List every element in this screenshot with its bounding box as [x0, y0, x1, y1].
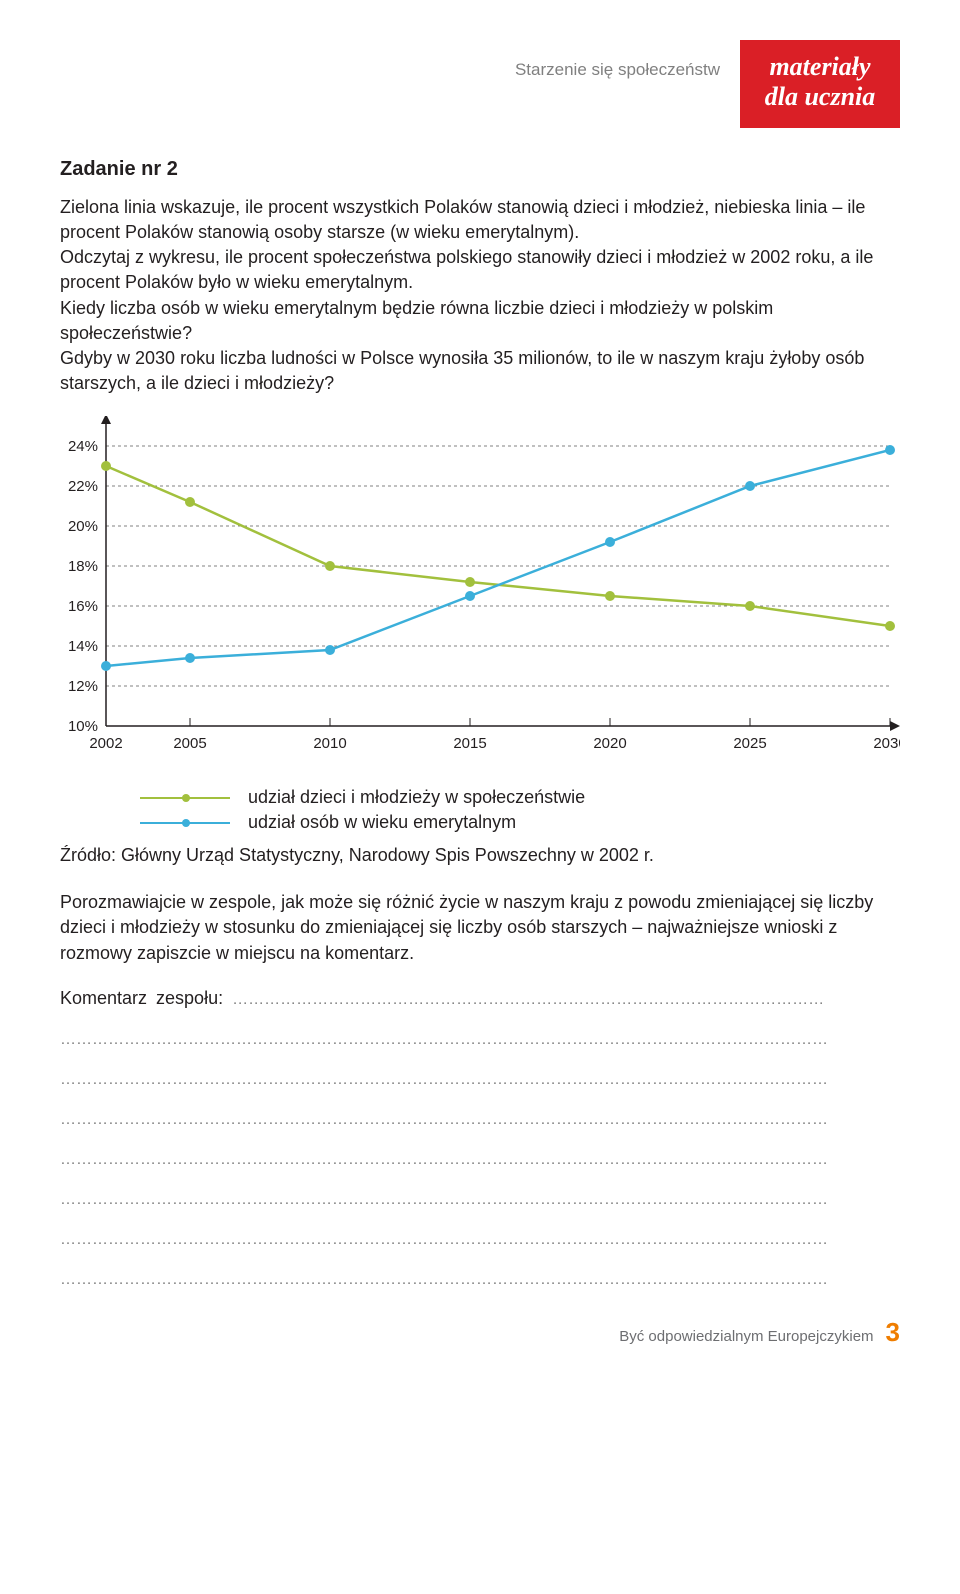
discussion-text: Porozmawiajcie w zespole, jak może się r… [60, 890, 900, 966]
legend-line-green [140, 797, 230, 799]
chart: 10% 12% 14% 16% 18% 20% 22% 24% 2002 2005 2010 2015… [60, 416, 900, 771]
task-body: Zielona linia wskazuje, ile procent wszy… [60, 195, 900, 397]
svg-text:12%: 12% [68, 678, 98, 695]
comment-label: Komentarz zespołu: [60, 988, 232, 1008]
page: Starzenie się społeczeństw materiały dla… [0, 0, 960, 1378]
svg-text:20%: 20% [68, 518, 98, 535]
dotted-line[interactable]: …………………………………………………………………………………………………………… [60, 1231, 900, 1249]
svg-text:10%: 10% [68, 718, 98, 735]
svg-text:2005: 2005 [173, 735, 206, 752]
line-chart-svg: 10% 12% 14% 16% 18% 20% 22% 24% 2002 2005 2010 2015… [60, 416, 900, 766]
task-title: Zadanie nr 2 [60, 158, 900, 181]
dotted-line[interactable]: …………………………………………………………………………………………………………… [60, 1151, 900, 1169]
svg-text:2020: 2020 [593, 735, 626, 752]
svg-text:2025: 2025 [733, 735, 766, 752]
svg-text:2002: 2002 [89, 735, 122, 752]
legend-row-blue: udział osób w wieku emerytalnym [140, 812, 900, 833]
svg-text:2010: 2010 [313, 735, 346, 752]
dotted-line[interactable]: …………………………………………………………………………………………………………… [60, 1271, 900, 1289]
svg-text:2030: 2030 [873, 735, 900, 752]
source-text: Źródło: Główny Urząd Statystyczny, Narod… [60, 845, 900, 866]
badge-materials: materiały dla ucznia [740, 40, 900, 128]
badge-line2: dla ucznia [760, 82, 880, 112]
dotted-trail: ………………………………………………………………………………………………… [232, 991, 824, 1008]
dotted-line[interactable]: …………………………………………………………………………………………………………… [60, 1111, 900, 1129]
header-subtitle: Starzenie się społeczeństw [515, 60, 720, 80]
comment-section: Komentarz zespołu: ………………………………………………………… [60, 988, 900, 1289]
svg-text:24%: 24% [68, 438, 98, 455]
footer: Być odpowiedzialnym Europejczykiem 3 [60, 1317, 900, 1348]
badge-line1: materiały [760, 52, 880, 82]
legend-label-green: udział dzieci i młodzieży w społeczeństw… [248, 787, 585, 808]
svg-text:22%: 22% [68, 478, 98, 495]
svg-text:14%: 14% [68, 638, 98, 655]
dotted-line[interactable]: …………………………………………………………………………………………………………… [60, 1071, 900, 1089]
footer-text: Być odpowiedzialnym Europejczykiem [619, 1328, 873, 1345]
header: Starzenie się społeczeństw materiały dla… [60, 40, 900, 128]
svg-text:16%: 16% [68, 598, 98, 615]
dotted-line[interactable]: …………………………………………………………………………………………………………… [60, 1031, 900, 1049]
page-number: 3 [886, 1317, 900, 1348]
legend-row-green: udział dzieci i młodzieży w społeczeństw… [140, 787, 900, 808]
legend: udział dzieci i młodzieży w społeczeństw… [140, 787, 900, 833]
dotted-line[interactable]: …………………………………………………………………………………………………………… [60, 1191, 900, 1209]
svg-text:18%: 18% [68, 558, 98, 575]
svg-text:2015: 2015 [453, 735, 486, 752]
legend-line-blue [140, 822, 230, 824]
legend-label-blue: udział osób w wieku emerytalnym [248, 812, 516, 833]
